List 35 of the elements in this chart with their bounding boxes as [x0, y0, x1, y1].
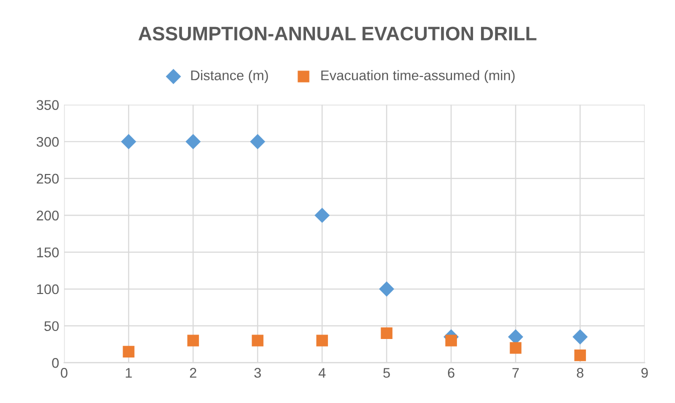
point: [121, 134, 136, 150]
point: [252, 334, 264, 346]
x-tick-label: 1: [126, 368, 132, 378]
legend-label: Evacuation time-assumed (min): [321, 70, 515, 84]
x-tick-label: 2: [190, 368, 196, 378]
y-tick-label: 200: [36, 210, 59, 220]
x-tick-label: 9: [641, 368, 648, 378]
y-tick-label: 300: [36, 136, 59, 147]
point: [379, 281, 394, 297]
chart-title: ASSUMPTION-ANNUAL EVACUTION DRILL: [138, 26, 536, 40]
point: [380, 327, 392, 340]
y-tick-label: 250: [36, 174, 59, 184]
legend-label: Distance (m): [191, 70, 268, 84]
point: [314, 208, 330, 223]
x-tick-label: 7: [512, 368, 519, 378]
y-tick-label: 100: [37, 284, 59, 294]
x-tick-label: 4: [318, 368, 326, 378]
point: [187, 334, 199, 346]
x-tick-label: 6: [448, 368, 454, 378]
point: [574, 350, 586, 362]
x-tick-label: 3: [254, 368, 261, 378]
point: [186, 134, 201, 150]
point: [316, 334, 328, 346]
y-tick-label: 150: [37, 247, 59, 258]
point: [572, 329, 588, 345]
y-tick-label: 50: [44, 321, 59, 332]
x-tick-label: 8: [576, 368, 584, 378]
y-tick-label: 0: [52, 358, 59, 368]
point: [122, 346, 134, 358]
y-tick-label: 350: [36, 100, 59, 110]
x-tick-label: 5: [383, 368, 390, 378]
point: [510, 342, 522, 354]
x-tick-label: 0: [60, 368, 68, 378]
point: [250, 134, 266, 150]
point: [445, 334, 457, 346]
